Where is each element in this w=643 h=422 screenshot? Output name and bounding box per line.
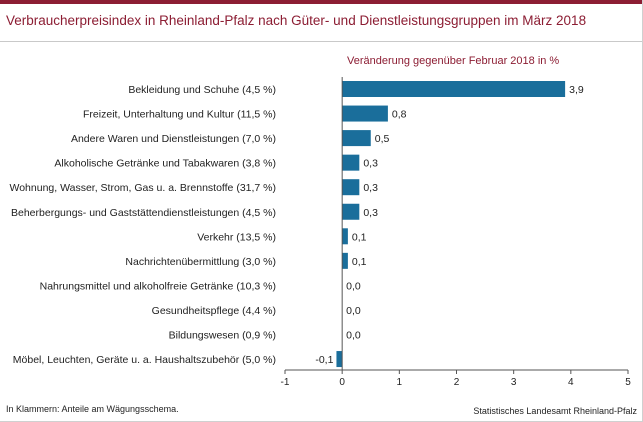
source-credit: Statistisches Landesamt Rheinland-Pfalz: [473, 406, 637, 416]
category-label: Bildungswesen (0,9 %): [169, 330, 276, 342]
category-label: Wohnung, Wasser, Strom, Gas u. a. Brenns…: [9, 182, 276, 194]
footnote: In Klammern: Anteile am Wägungsschema.: [6, 404, 179, 414]
category-label: Gesundheitspflege (4,4 %): [152, 305, 276, 317]
x-tick-label: 5: [625, 377, 631, 388]
x-tick-label: 2: [454, 377, 460, 388]
category-label: Alkoholische Getränke und Tabakwaren (3,…: [54, 158, 276, 170]
bar: [342, 81, 566, 97]
bar: [342, 105, 388, 122]
value-label: 0,3: [363, 182, 378, 194]
top-accent-bar: [0, 0, 643, 4]
x-tick-label: 1: [397, 377, 403, 388]
bar: [336, 351, 343, 368]
title-separator: [0, 41, 643, 42]
category-label: Beherbergungs- und Gaststättendienstleis…: [11, 207, 276, 219]
bar-chart: Bekleidung und Schuhe (4,5 %) 3,9 Freizeit…: [9, 77, 631, 388]
bar: [342, 203, 360, 220]
value-label: 0,0: [346, 305, 361, 317]
value-label: 0,8: [392, 109, 407, 121]
chart-subtitle: Veränderung gegenüber Februar 2018 in %: [347, 55, 560, 67]
bar: [342, 130, 371, 147]
bar: [342, 228, 348, 245]
category-label: Bekleidung und Schuhe (4,5 %): [128, 84, 276, 96]
value-label: -0,1: [315, 354, 333, 366]
value-label: 0,5: [375, 133, 390, 145]
category-label: Verkehr (13,5 %): [197, 231, 276, 243]
x-tick-label: 4: [568, 377, 574, 388]
bar: [342, 179, 360, 196]
x-tick-label: 3: [511, 377, 517, 388]
category-label: Nachrichtenübermittlung (3,0 %): [125, 256, 276, 268]
category-label: Freizeit, Unterhaltung und Kultur (11,5 …: [83, 109, 276, 121]
value-label: 0,0: [346, 280, 361, 292]
x-tick-label: -1: [281, 377, 290, 388]
value-label: 0,3: [363, 207, 378, 219]
category-label: Andere Waren und Dienstleistungen (7,0 %…: [71, 133, 276, 145]
value-label: 0,0: [346, 330, 361, 342]
value-label: 0,1: [352, 231, 367, 243]
category-label: Nahrungsmittel und alkoholfreie Getränke…: [40, 280, 276, 292]
value-label: 0,3: [363, 158, 378, 170]
bar: [342, 154, 360, 171]
chart-title: Verbraucherpreisindex in Rheinland-Pfalz…: [6, 13, 587, 28]
value-label: 0,1: [352, 256, 367, 268]
bar: [342, 252, 348, 269]
value-label: 3,9: [569, 84, 584, 96]
x-tick-label: 0: [339, 377, 345, 388]
category-label: Möbel, Leuchten, Geräte u. a. Haushaltsz…: [13, 354, 276, 366]
